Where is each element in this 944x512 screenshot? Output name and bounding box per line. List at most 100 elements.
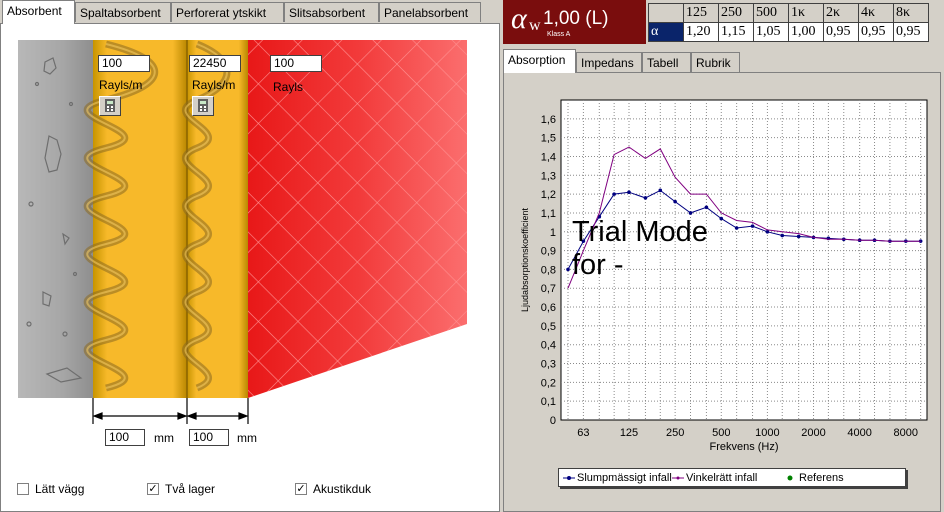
legend-marker-3 bbox=[787, 475, 793, 481]
latt-vagg-checkbox[interactable] bbox=[17, 483, 29, 495]
alpha-symbol: α bbox=[511, 2, 527, 35]
akustikduk-label: Akustikduk bbox=[313, 482, 372, 496]
alpha-rating-box: α w 1,00 (L) Klass A bbox=[503, 0, 646, 44]
y-axis-label: Ljudabsorptionskoefficient bbox=[520, 208, 530, 312]
series-1-point bbox=[688, 211, 693, 215]
tab-tabell[interactable]: Tabell bbox=[642, 52, 691, 72]
y-tick-label: 0 bbox=[550, 415, 556, 427]
series-1-point bbox=[673, 199, 677, 204]
thickness-unit-2: mm bbox=[237, 431, 257, 445]
series-1-point bbox=[719, 216, 724, 221]
x-tick-label: 500 bbox=[712, 427, 730, 439]
freq-header: 500 bbox=[753, 3, 789, 23]
tab-rubrik[interactable]: Rubrik bbox=[691, 52, 740, 72]
series-1-point bbox=[627, 190, 631, 195]
table-corner bbox=[648, 3, 684, 23]
alpha-subscript: w bbox=[529, 17, 541, 34]
y-tick-label: 1,3 bbox=[541, 170, 556, 182]
legend-label-1: Slumpmässigt infall bbox=[577, 472, 672, 484]
watermark-line-2: for - bbox=[572, 249, 624, 281]
alpha-value-cell: 0,95 bbox=[823, 22, 859, 42]
octave-alpha-table: 125 250 500 1κ 2κ 4κ 8κ α 1,20 1,15 1,05… bbox=[648, 3, 929, 42]
chart-legend: Slumpmässigt infall Vinkelrätt infall Re… bbox=[558, 468, 906, 487]
series-1-point bbox=[658, 188, 663, 193]
series-1-point bbox=[612, 192, 616, 196]
akustikduk-checkbox[interactable]: ✓ bbox=[295, 483, 307, 495]
alpha-value-cell: 1,15 bbox=[718, 22, 754, 42]
y-tick-label: 0,9 bbox=[541, 246, 556, 258]
calculator-icon bbox=[198, 99, 208, 112]
flow-resistance-input-1[interactable]: 100 bbox=[98, 55, 150, 72]
watermark-line-1: Trial Mode bbox=[572, 216, 708, 248]
alpha-w-value: 1,00 (L) bbox=[543, 8, 609, 29]
tab-spaltabsorbent[interactable]: Spaltabsorbent bbox=[75, 2, 171, 22]
y-tick-label: 1,2 bbox=[541, 189, 556, 201]
trial-mode-watermark: Trial Mode for - bbox=[572, 216, 708, 282]
freq-header: 4κ bbox=[858, 3, 894, 23]
class-label: Klass A bbox=[547, 31, 571, 38]
y-tick-label: 1 bbox=[550, 227, 556, 239]
absorber-diagram bbox=[18, 40, 467, 424]
series-1-point bbox=[796, 234, 801, 239]
series-1-point bbox=[581, 239, 586, 243]
flow-resistance-unit-3: Rayls bbox=[273, 80, 304, 94]
flow-resistance-unit-2: Rayls/m bbox=[192, 78, 236, 92]
flow-resistance-input-3[interactable]: 100 bbox=[270, 55, 322, 72]
series-1-point bbox=[765, 229, 770, 234]
x-tick-label: 1000 bbox=[755, 427, 779, 439]
x-tick-label: 250 bbox=[666, 427, 684, 439]
dimension-arrows bbox=[92, 398, 249, 424]
series-1-point bbox=[750, 224, 755, 228]
tab-impedans[interactable]: Impedans bbox=[576, 52, 642, 72]
y-tick-label: 0,8 bbox=[541, 264, 556, 276]
legend-label-3: Referens bbox=[799, 472, 844, 484]
tab-slitsabsorbent[interactable]: Slitsabsorbent bbox=[284, 2, 379, 22]
alpha-value-cell: 1,00 bbox=[788, 22, 824, 42]
wall-layer bbox=[18, 40, 93, 398]
tab-panelabsorbent[interactable]: Panelabsorbent bbox=[379, 2, 481, 22]
legend-label-2: Vinkelrätt infall bbox=[686, 472, 758, 484]
series-1-point bbox=[734, 226, 739, 230]
freq-header: 8κ bbox=[893, 3, 929, 23]
calculator-icon bbox=[105, 99, 115, 112]
y-tick-label: 0,1 bbox=[541, 396, 556, 408]
absorbent-panel: 100 Rayls/m 22450 Rayls/m 100 Rayls 100 … bbox=[0, 23, 500, 512]
y-tick-label: 0,5 bbox=[541, 321, 556, 333]
series-line-2 bbox=[567, 146, 921, 289]
thickness-input-2[interactable]: 100 bbox=[189, 429, 229, 446]
x-tick-label: 4000 bbox=[847, 427, 871, 439]
calculator-button-1[interactable] bbox=[99, 96, 121, 116]
x-tick-label: 8000 bbox=[894, 427, 918, 439]
series-1-point bbox=[643, 196, 648, 200]
tab-perforerat-ytskikt[interactable]: Perforerat ytskikt bbox=[171, 2, 284, 22]
flow-resistance-input-2[interactable]: 22450 bbox=[189, 55, 241, 72]
x-axis-label: Frekvens (Hz) bbox=[709, 441, 778, 453]
alpha-row-label: α bbox=[648, 22, 684, 42]
y-tick-label: 1,4 bbox=[541, 151, 556, 163]
y-tick-label: 0,7 bbox=[541, 283, 556, 295]
alpha-value-cell: 0,95 bbox=[858, 22, 894, 42]
freq-header: 2κ bbox=[823, 3, 859, 23]
tab-absorbent[interactable]: Absorbent bbox=[2, 0, 75, 24]
freq-header: 1κ bbox=[788, 3, 824, 23]
alpha-value-cell: 1,20 bbox=[683, 22, 719, 42]
thickness-input-1[interactable]: 100 bbox=[105, 429, 145, 446]
legend-marker-2 bbox=[672, 476, 684, 480]
series-1-point bbox=[566, 267, 570, 272]
series-1-point bbox=[780, 233, 785, 238]
calculator-button-2[interactable] bbox=[192, 96, 214, 116]
tab-absorption[interactable]: Absorption bbox=[503, 49, 576, 73]
y-tick-label: 0,2 bbox=[541, 377, 556, 389]
y-tick-label: 0,3 bbox=[541, 359, 556, 371]
absorption-panel: 0 0,1 0,2 0,3 0,4 0,5 0,6 0,7 0,8 0,9 1 1,1 1,2 1,3 1,… bbox=[503, 72, 941, 512]
thickness-unit-1: mm bbox=[154, 431, 174, 445]
absorption-chart: 0 0,1 0,2 0,3 0,4 0,5 0,6 0,7 0,8 0,9 1 1,1 1,2 1,3 1,… bbox=[520, 99, 928, 453]
x-tick-label: 2000 bbox=[801, 427, 825, 439]
alpha-value-cell: 0,95 bbox=[893, 22, 929, 42]
y-tick-label: 1,5 bbox=[541, 133, 556, 145]
y-tick-label: 1,6 bbox=[541, 114, 556, 126]
alpha-value-cell: 1,05 bbox=[753, 22, 789, 42]
plot-area bbox=[560, 99, 928, 421]
x-tick-label: 63 bbox=[577, 427, 589, 439]
tva-lager-checkbox[interactable]: ✓ bbox=[147, 483, 159, 495]
